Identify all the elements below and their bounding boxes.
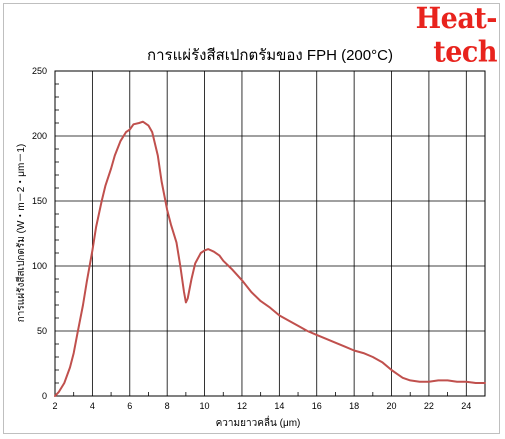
y-tick-label: 250 (32, 66, 47, 76)
y-axis-label: การแผ่รังสีสเปกตรัม (W・m－2・μm－1) (15, 144, 27, 323)
x-tick-label: 20 (387, 401, 397, 411)
x-axis: 2 4 6 8 10 12 14 16 18 20 22 24 (52, 392, 471, 411)
y-axis: 0 50 100 150 200 250 (32, 66, 59, 401)
y-tick-label: 200 (32, 131, 47, 141)
x-tick-label: 16 (312, 401, 322, 411)
x-tick-label: 18 (349, 401, 359, 411)
x-tick-label: 2 (52, 401, 57, 411)
x-tick-label: 6 (127, 401, 132, 411)
y-tick-label: 50 (37, 326, 47, 336)
x-axis-label: ความยาวคลื่น (μm) (216, 415, 301, 429)
grid (54, 70, 485, 397)
brand-logo: Heat-tech (415, 2, 498, 69)
y-tick-label: 100 (32, 261, 47, 271)
y-tick-label: 0 (42, 391, 47, 401)
x-tick-label: 10 (200, 401, 210, 411)
x-tick-label: 8 (165, 401, 170, 411)
x-tick-label: 14 (274, 401, 284, 411)
x-tick-label: 12 (237, 401, 247, 411)
y-tick-label: 150 (32, 196, 47, 206)
chart-title: การแผ่รังสีสเปกตรัมของ FPH (200°C) (147, 47, 393, 64)
x-tick-label: 22 (424, 401, 434, 411)
chart-frame (3, 3, 500, 434)
plot-area (54, 70, 486, 397)
x-tick-label: 24 (461, 401, 471, 411)
series-line (54, 120, 486, 397)
x-tick-label: 4 (90, 401, 95, 411)
